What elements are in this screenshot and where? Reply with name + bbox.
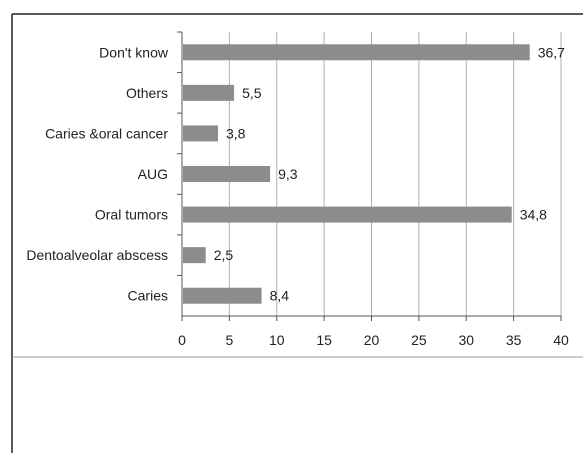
category-label: Dentoalveolar abscess (26, 247, 168, 263)
x-tick-label: 40 (553, 332, 569, 348)
value-label: 8,4 (270, 288, 290, 304)
category-label: Caries (128, 288, 168, 304)
x-tick-label: 15 (316, 332, 332, 348)
value-label: 36,7 (538, 44, 565, 60)
category-labels: Don't know Others Caries &oral cancer AUG Or… (26, 44, 169, 303)
bar (183, 247, 206, 264)
x-tick-label: 10 (269, 332, 285, 348)
bar (183, 84, 235, 101)
bar (183, 206, 512, 223)
x-tick-label: 0 (178, 332, 186, 348)
x-tick-label: 5 (225, 332, 233, 348)
value-label: 2,5 (214, 247, 234, 263)
x-tick-labels: 0 5 10 15 20 25 30 35 40 (178, 332, 569, 348)
value-label: 3,8 (226, 125, 246, 141)
bar (183, 166, 271, 182)
category-label: Caries &oral cancer (45, 125, 168, 141)
value-label: 9,3 (278, 166, 298, 182)
category-label: Don't know (99, 44, 169, 60)
value-labels: 36,7 5,5 3,8 9,3 34,8 2,5 8,4 (214, 44, 566, 303)
x-tick-label: 35 (506, 332, 522, 348)
x-tick-label: 30 (458, 332, 474, 348)
gridlines (228, 32, 562, 316)
value-label: 34,8 (520, 207, 547, 223)
bar (183, 125, 219, 142)
x-tick-label: 25 (411, 332, 427, 348)
category-label: Oral tumors (95, 207, 168, 223)
x-tick-label: 20 (364, 332, 380, 348)
axis (177, 31, 562, 321)
bars (183, 44, 530, 304)
category-label: AUG (138, 166, 168, 182)
bar (183, 44, 530, 61)
bar (183, 287, 262, 304)
category-label: Others (126, 85, 168, 101)
value-label: 5,5 (242, 85, 262, 101)
